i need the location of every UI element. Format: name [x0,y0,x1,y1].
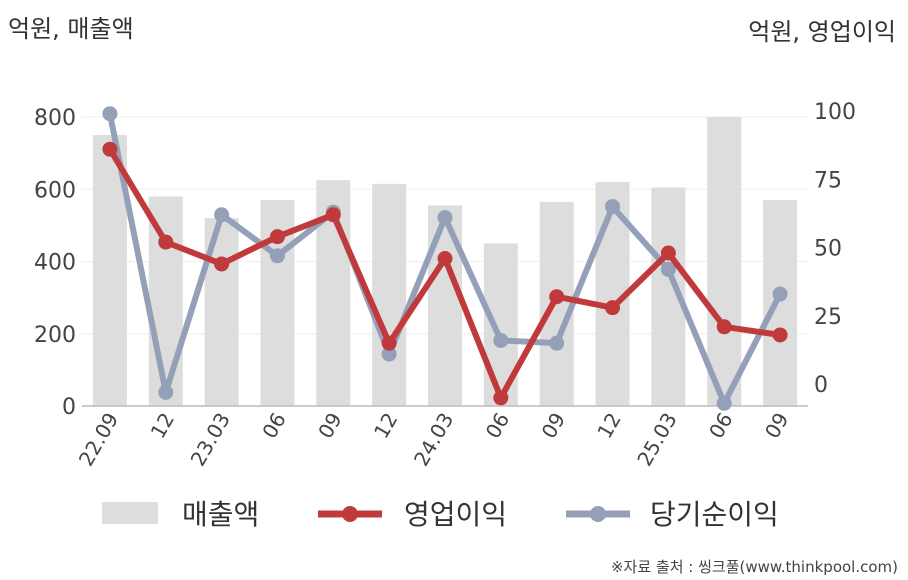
x-axis-tick-label: 24.03 [409,409,458,471]
left-axis-tick-label: 0 [62,395,76,420]
x-axis-tick-label: 06 [257,409,291,443]
operating-profit-point [660,245,676,261]
net-income-point [102,106,118,122]
profit-lines [102,106,788,411]
net-income-point [605,199,621,215]
revenue-bar [148,196,183,406]
right-axis-unit-label: 억원, 영업이익 [748,18,896,46]
revenue-bar [763,200,798,406]
x-axis-tick-label: 06 [704,409,738,443]
right-axis-tick-label: 100 [814,100,856,125]
x-axis-ticks: 22.09 12 23.03 06 09 12 24.03 06 09 12 25.03 06 09 [74,409,794,471]
net-income-point [437,210,453,226]
net-income-point [493,332,509,348]
x-axis-tick-label: 12 [369,409,403,443]
net-income-point [716,395,732,411]
x-axis-tick-label: 09 [760,409,794,443]
x-axis-tick-label: 06 [481,409,515,443]
right-axis-tick-label: 0 [814,373,828,398]
net-income-point [269,248,285,264]
net-income-point [772,286,788,302]
left-axis-tick-label: 400 [34,251,76,276]
x-axis-tick-label: 23.03 [186,409,235,471]
right-axis-ticks: 0 25 50 75 100 [814,100,856,398]
legend-marker-net-income [590,506,606,522]
legend-label-operating-profit: 영업이익 [404,498,507,531]
x-axis-tick-label: 22.09 [74,409,123,471]
legend-label-revenue: 매출액 [182,498,259,531]
operating-profit-point [381,335,397,351]
source-note: ※자료 출처 : 씽크풀(www.thinkpool.com) [611,558,898,576]
x-axis-tick-label: 09 [313,409,347,443]
right-axis-tick-label: 50 [814,237,842,262]
legend: 매출액 영업이익 당기순이익 [102,498,779,531]
x-axis-tick-label: 09 [537,409,571,443]
revenue-bar [428,205,462,406]
right-axis-tick-label: 75 [814,168,842,193]
legend-label-net-income: 당기순이익 [650,498,779,531]
left-axis-ticks: 0 200 400 600 800 [34,106,76,420]
operating-profit-point [716,319,732,335]
left-axis-tick-label: 200 [34,323,76,348]
operating-profit-point [214,256,230,272]
operating-profit-point [269,229,285,245]
operating-profit-point [102,141,118,157]
right-axis-tick-label: 25 [814,305,842,330]
x-axis-tick-label: 12 [592,409,626,443]
net-income-point [660,261,676,277]
operating-profit-point [549,289,565,305]
left-axis-tick-label: 600 [34,178,76,203]
revenue-bars [92,117,798,406]
legend-marker-operating-profit [342,506,358,522]
left-axis-tick-label: 800 [34,106,76,131]
x-axis-tick-label: 12 [146,409,180,443]
left-axis-unit-label: 억원, 매출액 [8,15,134,43]
net-income-point [381,346,397,362]
legend-swatch-revenue [102,502,158,524]
net-income-point [549,335,565,351]
revenue-bar [707,117,742,406]
x-axis-tick-label: 25.03 [632,409,681,471]
operating-profit-point [772,327,788,343]
revenue-bar [372,183,407,406]
operating-profit-point [605,300,621,316]
net-income-point [214,207,230,223]
operating-profit-point [158,234,174,250]
operating-profit-point [437,251,453,266]
operating-profit-point [325,207,341,223]
net-income-point [158,384,174,400]
operating-profit-point [493,390,509,406]
